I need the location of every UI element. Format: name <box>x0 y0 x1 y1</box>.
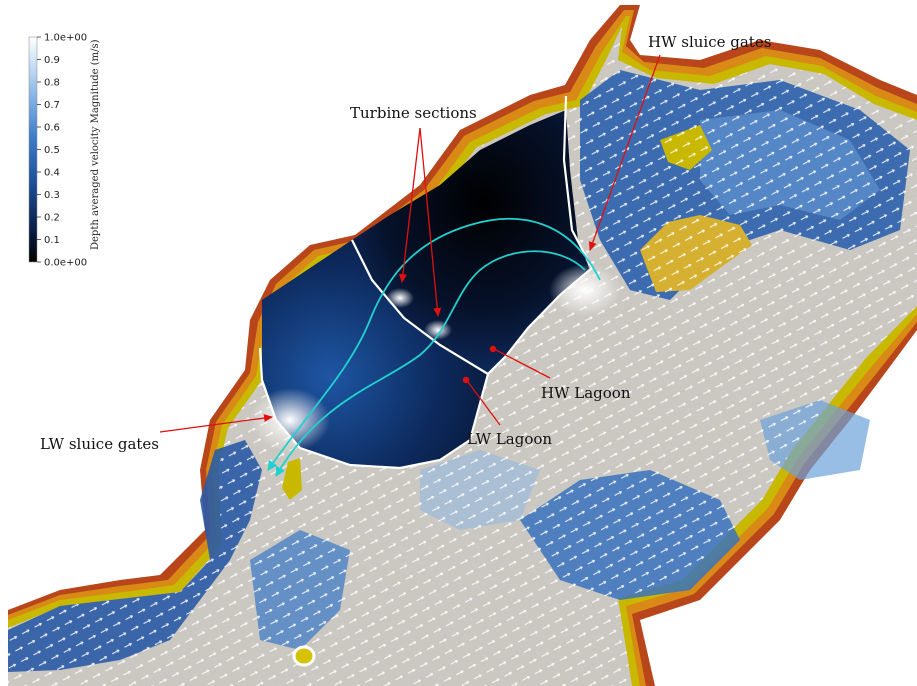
colorbar-tick-label: 0.1 <box>44 235 60 246</box>
colorbar-tick-label: 0.2 <box>44 213 60 224</box>
callout-turbine-1 <box>398 127 421 283</box>
jet-hw-sluice <box>549 264 621 316</box>
callouts <box>159 54 661 433</box>
lagoon-high-water <box>352 110 590 374</box>
annotation-labels: HW sluice gates Turbine sections HW Lago… <box>40 33 771 453</box>
callout-lw-lagoon <box>467 381 501 426</box>
callout-lw-lagoon-dot <box>462 376 470 384</box>
callout-hw-lagoon-dot <box>489 345 497 353</box>
islet <box>282 458 302 500</box>
callout-hw-lagoon <box>495 349 551 379</box>
colorbar-ticks: 1.0e+00 0.9 0.8 0.7 0.6 0.5 0.4 0.3 0.2 0.1 0.0e+0… <box>37 33 87 269</box>
lagoon <box>250 95 621 667</box>
label-turbines: Turbine sections <box>350 104 477 122</box>
colorbar-ramp <box>28 36 38 263</box>
jet-turbine-2 <box>424 320 452 340</box>
jet-lw-sluice <box>250 388 330 452</box>
colorbar-tick-label: 0.6 <box>44 123 60 134</box>
colorbar-tick-label: 0.7 <box>44 100 60 111</box>
callout-turbine-2 <box>419 127 442 317</box>
label-hw-lagoon: HW Lagoon <box>541 384 631 402</box>
streamline-2 <box>275 250 586 477</box>
bottom-ring <box>292 645 316 667</box>
callout-hw-sluice <box>588 54 661 251</box>
colorbar-tick-label: 1.0e+00 <box>44 33 87 44</box>
colorbar-tick-label: 0.0e+00 <box>44 258 87 269</box>
colorbar-tick-label: 0.9 <box>44 55 60 66</box>
colorbar-tick-label: 0.4 <box>44 168 60 179</box>
label-hw-sluice: HW sluice gates <box>648 33 771 51</box>
colorbar-tick-label: 0.3 <box>44 190 60 201</box>
streamline-1 <box>267 217 601 471</box>
colorbar-title: Depth averaged velocity Magnitude (m/s) <box>90 39 101 250</box>
flow-streamlines <box>267 217 601 477</box>
label-lw-sluice: LW sluice gates <box>40 435 159 453</box>
label-lw-lagoon: LW Lagoon <box>467 430 552 448</box>
colorbar-tick-label: 0.8 <box>44 78 60 89</box>
colorbar-tick-label: 0.5 <box>44 145 60 156</box>
jet-turbine-1 <box>386 288 414 308</box>
colorbar: 1.0e+00 0.9 0.8 0.7 0.6 0.5 0.4 0.3 0.2 0.1 0.0e+0… <box>28 33 101 269</box>
callout-lw-sluice <box>159 414 273 433</box>
